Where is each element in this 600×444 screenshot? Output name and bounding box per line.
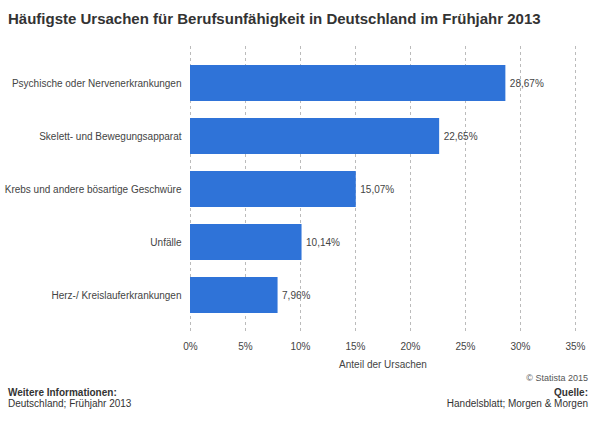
svg-text:Unfälle: Unfälle (150, 237, 182, 248)
svg-text:28,67%: 28,67% (510, 78, 544, 89)
svg-text:Anteil der Ursachen: Anteil der Ursachen (339, 359, 427, 370)
svg-text:20%: 20% (400, 341, 420, 352)
svg-text:15%: 15% (345, 341, 365, 352)
html-text:Häufigste Ursachen für Berufsu: Häufigste Ursachen für Berufsunfähigkeit… (8, 10, 541, 27)
svg-text:15,07%: 15,07% (360, 184, 394, 195)
svg-text:Herz-/ Kreislauferkrankungen: Herz-/ Kreislauferkrankungen (51, 290, 181, 301)
svg-text:30%: 30% (510, 341, 530, 352)
html-text:Quelle:: Quelle: (554, 387, 588, 398)
svg-text:7,96%: 7,96% (282, 290, 310, 301)
svg-text:10,14%: 10,14% (306, 237, 340, 248)
svg-text:0%: 0% (183, 341, 198, 352)
svg-text:Psychische oder Nervenerkranku: Psychische oder Nervenerkrankungen (12, 78, 182, 89)
html-text:Handelsblatt; Morgen & Morgen: Handelsblatt; Morgen & Morgen (446, 398, 588, 409)
svg-text:5%: 5% (238, 341, 253, 352)
html-text:Deutschland; Frühjahr 2013: Deutschland; Frühjahr 2013 (8, 398, 132, 409)
svg-text:Skelett- und Bewegungsapparat: Skelett- und Bewegungsapparat (39, 131, 182, 142)
html-text:© Statista 2015: © Statista 2015 (526, 373, 588, 383)
svg-text:22,65%: 22,65% (444, 131, 478, 142)
html-text:Weitere Informationen:: Weitere Informationen: (8, 387, 117, 398)
svg-text:25%: 25% (455, 341, 475, 352)
svg-text:35%: 35% (565, 341, 585, 352)
svg-text:10%: 10% (290, 341, 310, 352)
svg-text:Krebs und andere bösartige Ges: Krebs und andere bösartige Geschwüre (5, 184, 182, 195)
